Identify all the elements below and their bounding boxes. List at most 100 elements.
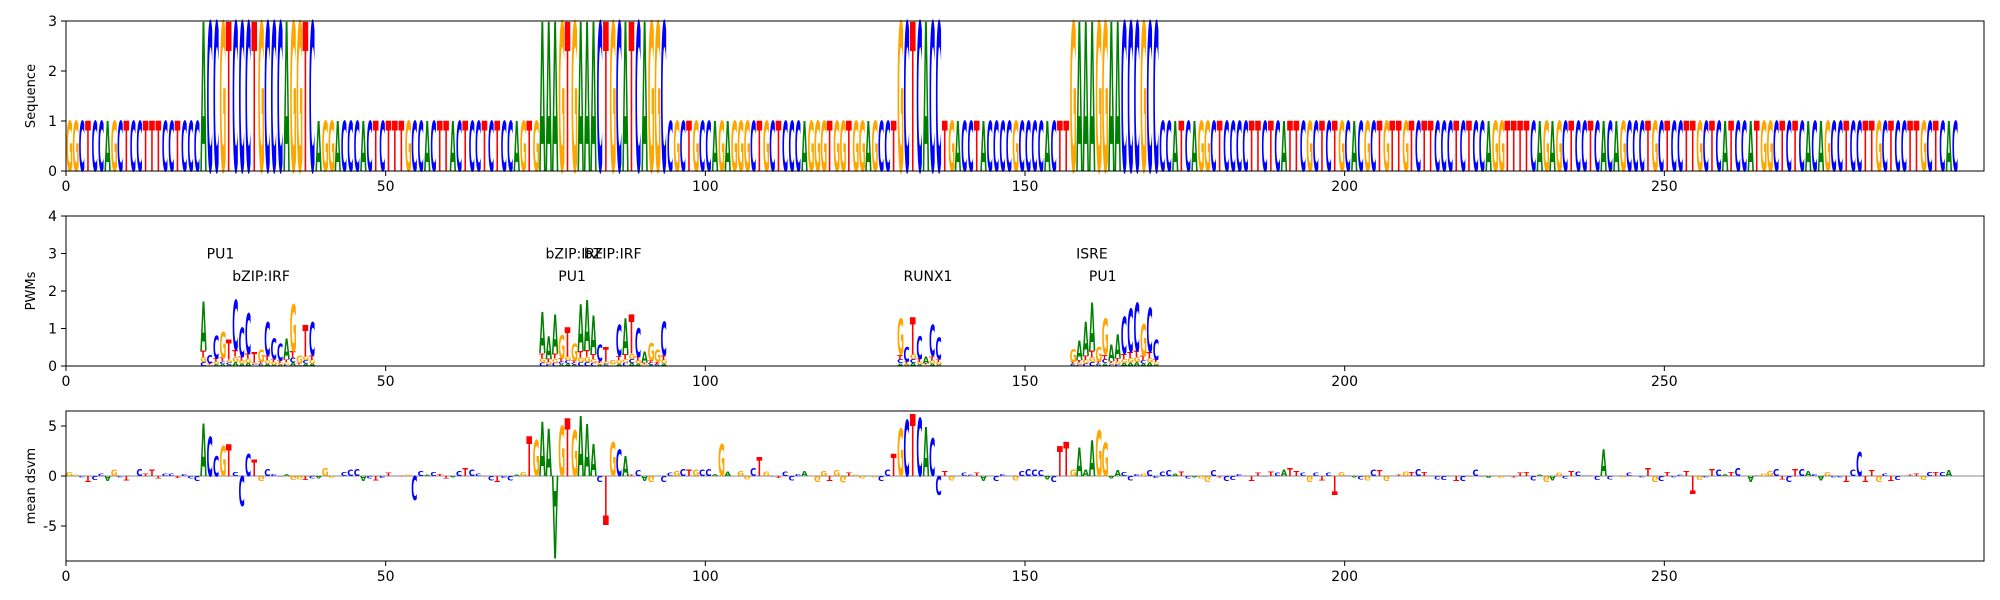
dsvm-letter: A: [1191, 476, 1198, 478]
svg-text:C: C: [1025, 468, 1031, 479]
sequence-letter: G: [840, 109, 847, 188]
svg-text:G: G: [558, 330, 565, 367]
pwm-letter: C: [546, 364, 553, 367]
sequence-letter: A: [923, 0, 929, 220]
svg-text:A: A: [1153, 364, 1160, 367]
svg-text:C: C: [296, 365, 302, 366]
svg-text:C: C: [1345, 475, 1351, 476]
sequence-letter: A: [1172, 109, 1179, 188]
svg-text:C: C: [1811, 474, 1818, 477]
sequence-letter: C: [366, 109, 372, 188]
svg-text:C: C: [916, 404, 922, 495]
svg-text:T: T: [1249, 474, 1256, 482]
svg-text:A: A: [1076, 336, 1083, 367]
svg-text:G: G: [744, 475, 751, 480]
dsvm-letter: C: [1530, 474, 1536, 482]
pwm-letter: C: [904, 343, 910, 366]
dsvm-letter: A: [1485, 475, 1492, 478]
pwm-letter: T: [577, 349, 583, 359]
svg-text:C: C: [1952, 109, 1958, 188]
sequence-letter: T: [1914, 109, 1920, 188]
dsvm-letter: C: [616, 443, 622, 486]
sequence-letter: C: [207, 0, 213, 220]
svg-text:C: C: [1185, 475, 1191, 480]
svg-text:C: C: [1831, 475, 1838, 477]
sequence-letter: C: [1741, 109, 1747, 188]
svg-text:G: G: [520, 109, 527, 188]
pwm-letter: G: [590, 358, 597, 365]
svg-text:C: C: [584, 361, 590, 368]
svg-text:T: T: [1409, 471, 1415, 477]
dsvm-letter: C: [1166, 469, 1172, 478]
pwm-letter: T: [616, 355, 622, 362]
sequence-letter: T: [85, 109, 91, 188]
svg-text:C: C: [1473, 469, 1479, 479]
dsvm-letter: A: [712, 474, 719, 477]
svg-text:C: C: [1415, 469, 1421, 480]
svg-text:C: C: [929, 429, 935, 489]
svg-text:G: G: [245, 357, 252, 364]
sequence-letter: G: [533, 109, 540, 188]
svg-text:G: G: [648, 474, 655, 484]
sequence-letter: C: [1850, 109, 1856, 188]
svg-text:C: C: [1786, 474, 1792, 483]
motif-label: ISRE: [1076, 247, 1108, 263]
svg-text:T: T: [226, 334, 232, 366]
sequence-letter: T: [398, 109, 404, 188]
svg-text:C: C: [1939, 109, 1945, 188]
svg-text:G: G: [609, 359, 616, 366]
sequence-letter: C: [379, 109, 385, 188]
dsvm-letter: C: [456, 469, 462, 477]
svg-text:C: C: [1146, 297, 1152, 367]
dsvm-letter: G: [852, 474, 859, 476]
svg-text:T: T: [1933, 109, 1939, 188]
pwm-letter: T: [597, 361, 604, 364]
svg-text:T: T: [827, 474, 833, 482]
svg-text:G: G: [897, 417, 904, 493]
dsvm-letter: C: [239, 466, 245, 513]
dsvm-letter: T: [1863, 474, 1869, 483]
dsvm-letter: C: [1230, 475, 1236, 481]
dsvm-letter: T: [1907, 474, 1914, 476]
sequence-letter: T: [251, 0, 257, 220]
dsvm-letter: C: [661, 474, 667, 484]
pwm-letter: C: [277, 341, 283, 368]
svg-text:C: C: [366, 475, 372, 479]
pwm-letter: A: [245, 362, 253, 367]
svg-text:C: C: [1357, 109, 1363, 188]
pwm-letter: T: [309, 354, 315, 361]
svg-text:T: T: [1396, 109, 1402, 188]
svg-text:T: T: [891, 109, 897, 188]
svg-text:G: G: [1140, 317, 1147, 367]
svg-text:C: C: [1926, 109, 1932, 188]
svg-text:A: A: [923, 0, 929, 220]
dsvm-letter: T: [846, 472, 852, 478]
dsvm-letter: A: [801, 470, 808, 478]
svg-text:G: G: [609, 0, 616, 220]
svg-text:T: T: [398, 476, 405, 477]
svg-text:T: T: [175, 109, 181, 188]
svg-text:C: C: [1671, 476, 1677, 478]
svg-text:C: C: [603, 363, 610, 365]
pwm-letter: C: [290, 356, 297, 364]
dsvm-letter: C: [181, 474, 188, 477]
sequence-letter: T: [462, 109, 468, 188]
dsvm-letter: C: [92, 475, 98, 481]
dsvm-letter: G: [737, 470, 744, 478]
svg-text:T: T: [1409, 109, 1415, 188]
svg-text:G: G: [72, 475, 79, 477]
svg-text:C: C: [961, 472, 967, 477]
pwm-letter: G: [277, 363, 284, 366]
sequence-letter: C: [1357, 109, 1363, 188]
dsvm-letter: C: [207, 427, 213, 490]
dsvm-letter: C: [782, 470, 788, 478]
svg-text:C: C: [916, 332, 922, 367]
svg-text:G: G: [322, 467, 329, 479]
dsvm-letter: A: [1536, 474, 1543, 476]
svg-text:T: T: [571, 360, 578, 363]
svg-text:C: C: [1031, 468, 1037, 478]
sequence-letter: C: [187, 109, 193, 188]
pwm-letter: C: [597, 341, 603, 368]
pwm-letter: C: [239, 319, 245, 366]
pwm-letter: A: [590, 305, 596, 366]
